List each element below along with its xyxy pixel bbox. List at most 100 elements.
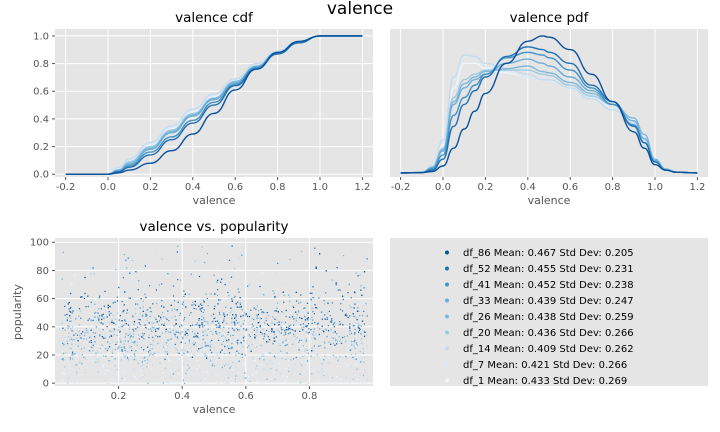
scatter-point (123, 254, 125, 256)
scatter-point (266, 329, 268, 332)
scatter-point (354, 303, 356, 305)
scatter-point (329, 351, 331, 353)
scatter-point (238, 339, 240, 341)
scatter-point (128, 311, 130, 313)
scatter-point (348, 335, 350, 337)
scatter-point (324, 372, 326, 374)
scatter-point (353, 315, 355, 318)
scatter-point (269, 352, 271, 354)
scatter-point (205, 344, 207, 346)
scatter-point (259, 285, 261, 288)
scatter-point (310, 299, 313, 301)
scatter-point (289, 332, 291, 334)
scatter-point (283, 301, 285, 303)
scatter-point (101, 346, 103, 349)
scatter-point (241, 357, 243, 359)
scatter-point (200, 310, 202, 312)
scatter-point (175, 319, 177, 321)
scatter-point (172, 329, 174, 331)
scatter-point (119, 350, 121, 352)
scatter-point (226, 340, 228, 343)
scatter-point (110, 331, 112, 333)
scatter-point (254, 328, 256, 330)
scatter-point (357, 379, 359, 381)
scatter-point (90, 329, 92, 331)
scatter-point (363, 310, 365, 312)
scatter-point (340, 342, 343, 344)
scatter-point (213, 308, 215, 310)
scatter-point (83, 338, 85, 340)
scatter-point (145, 315, 147, 317)
scatter-point (308, 351, 310, 353)
scatter-point (260, 308, 262, 311)
scatter-point (257, 322, 259, 324)
scatter-point (357, 326, 359, 328)
scatter-point (191, 304, 193, 306)
scatter-point (194, 375, 196, 378)
scatter-point (69, 347, 71, 349)
scatter-point (266, 341, 268, 343)
scatter-point (204, 342, 206, 344)
scatter-point (107, 369, 109, 372)
scatter-point (66, 343, 69, 345)
scatter-point (100, 308, 102, 310)
scatter-ytick-label: 20 (36, 350, 49, 361)
scatter-point (77, 282, 79, 284)
scatter-point (358, 324, 360, 326)
scatter-point (181, 358, 183, 360)
scatter-point (292, 367, 294, 369)
scatter-point (164, 367, 166, 369)
scatter-point (177, 245, 179, 247)
scatter-point (121, 355, 123, 357)
scatter-point (338, 345, 341, 347)
scatter-point (355, 358, 357, 360)
scatter-point (181, 349, 183, 351)
scatter-point (152, 353, 154, 356)
scatter-point (359, 328, 361, 330)
scatter-point (317, 380, 319, 382)
scatter-point (199, 380, 201, 382)
scatter-point (183, 295, 185, 297)
scatter-point (193, 378, 196, 380)
scatter-point (181, 303, 183, 305)
scatter-point (119, 330, 121, 332)
scatter-point (119, 338, 121, 340)
scatter-point (296, 313, 298, 316)
scatter-point (259, 358, 261, 360)
scatter-point (309, 340, 311, 342)
scatter-point (275, 369, 278, 371)
scatter-point (238, 352, 240, 354)
scatter-point (271, 329, 273, 331)
scatter-point (230, 353, 232, 355)
scatter-point (69, 310, 71, 312)
scatter-point (265, 352, 267, 354)
scatter-point (122, 324, 124, 326)
scatter-point (234, 379, 236, 381)
scatter-point (314, 348, 316, 350)
scatter-point (164, 358, 166, 360)
scatter-point (70, 317, 72, 319)
scatter-point (253, 329, 255, 331)
scatter-point (133, 353, 136, 355)
scatter-point (359, 274, 361, 276)
scatter-point (361, 294, 363, 296)
scatter-point (132, 316, 134, 318)
scatter-point (109, 361, 111, 363)
scatter-point (168, 331, 170, 333)
scatter-point (355, 272, 357, 274)
scatter-point (236, 350, 238, 352)
scatter-point (250, 350, 252, 352)
scatter-point (99, 335, 101, 337)
scatter-point (259, 317, 262, 319)
scatter-point (273, 366, 275, 368)
scatter-point (248, 345, 250, 347)
scatter-point (123, 354, 125, 356)
scatter-point (174, 334, 176, 336)
scatter-point (105, 355, 107, 357)
scatter-point (138, 341, 140, 343)
scatter-point (70, 337, 72, 339)
scatter-point (245, 329, 247, 331)
scatter-point (345, 341, 347, 343)
scatter-point (307, 332, 309, 334)
scatter-point (196, 336, 198, 338)
